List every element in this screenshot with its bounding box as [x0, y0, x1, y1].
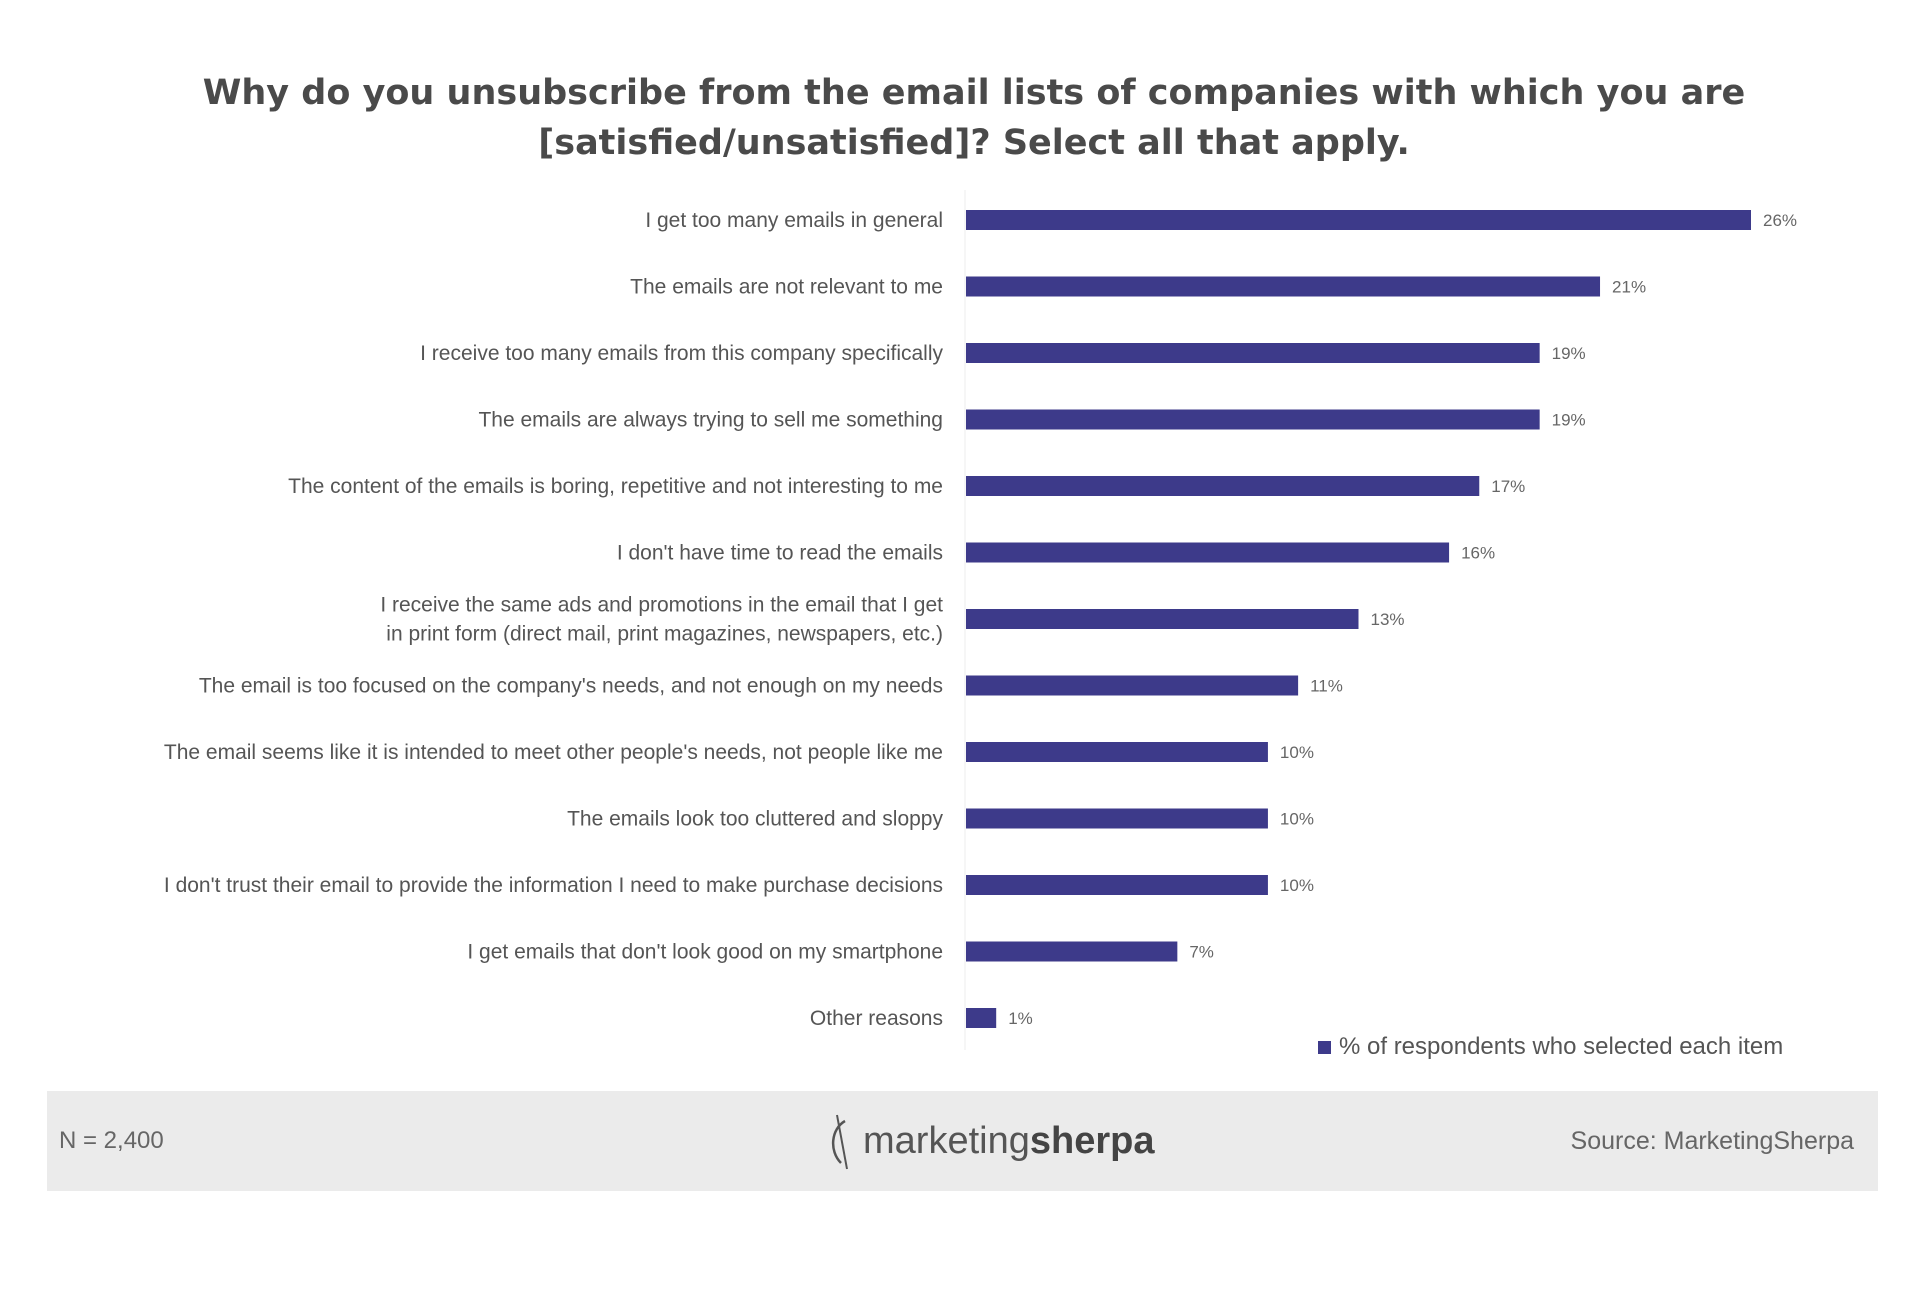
data-label: 17%	[1491, 477, 1525, 496]
category-label: I don't trust their email to provide the…	[164, 874, 943, 897]
chart-title-line-2: [satisfied/unsatisfied]? Select all that…	[538, 123, 1410, 163]
category-label: The email is too focused on the company'…	[199, 675, 943, 698]
category-label-line: I don't trust their email to provide the…	[164, 874, 943, 897]
data-label: 21%	[1612, 278, 1646, 297]
bar	[966, 476, 1480, 496]
category-label: The emails are always trying to sell me …	[478, 409, 943, 432]
category-label-line: The emails look too cluttered and sloppy	[567, 808, 943, 831]
data-label: 11%	[1310, 677, 1343, 696]
category-label-line: I get emails that don't look good on my …	[467, 941, 943, 964]
category-label-line: in print form (direct mail, print magazi…	[386, 623, 943, 646]
chart-title-line-1: Why do you unsubscribe from the email li…	[202, 73, 1746, 113]
data-label: 13%	[1371, 610, 1405, 629]
data-label: 1%	[1008, 1009, 1033, 1028]
bar	[966, 542, 1450, 563]
data-label: 7%	[1189, 943, 1214, 962]
category-label-line: The emails are not relevant to me	[630, 276, 943, 299]
bar	[966, 941, 1178, 962]
category-label: The content of the emails is boring, rep…	[288, 475, 943, 498]
legend-swatch	[1318, 1040, 1331, 1054]
data-label: 19%	[1552, 344, 1586, 363]
category-label: Other reasons	[810, 1007, 943, 1030]
source-note: Source: MarketingSherpa	[1570, 1127, 1854, 1155]
bar	[966, 343, 1540, 363]
data-label: 16%	[1461, 544, 1495, 563]
category-label-line: I don't have time to read the emails	[617, 542, 943, 565]
category-label-line: The content of the emails is boring, rep…	[288, 475, 943, 498]
chart-title: Why do you unsubscribe from the email li…	[0, 68, 1920, 168]
category-label: I get emails that don't look good on my …	[467, 941, 943, 964]
category-label: The emails are not relevant to me	[630, 276, 943, 299]
bar	[966, 742, 1268, 762]
category-label-line: The email is too focused on the company'…	[199, 675, 943, 698]
category-label: I receive too many emails from this comp…	[420, 342, 943, 365]
marketingsherpa-logo: marketing sherpa	[823, 1111, 1154, 1171]
data-label: 26%	[1763, 211, 1797, 230]
logo-mark-icon	[832, 1114, 848, 1170]
category-label: I get too many emails in general	[645, 209, 943, 232]
bar	[966, 808, 1268, 829]
category-label-line: I get too many emails in general	[645, 209, 943, 232]
bar	[966, 276, 1601, 297]
category-label-line: I receive too many emails from this comp…	[420, 342, 943, 365]
bar	[966, 409, 1540, 430]
legend-label: % of respondents who selected each item	[1339, 1033, 1784, 1060]
category-label-line: The emails are always trying to sell me …	[478, 409, 943, 432]
category-label: The email seems like it is intended to m…	[164, 741, 943, 764]
bar	[966, 609, 1359, 629]
legend: % of respondents who selected each item	[1318, 1033, 1783, 1061]
data-label: 19%	[1552, 411, 1586, 430]
footer: N = 2,400 marketing sherpa Source: Market…	[47, 1091, 1878, 1191]
logo-text-light: marketing	[863, 1119, 1030, 1162]
category-label-line: I receive the same ads and promotions in…	[380, 594, 943, 617]
data-label: 10%	[1280, 876, 1314, 895]
bar	[966, 1008, 997, 1028]
logo-text-bold: sherpa	[1029, 1119, 1155, 1162]
category-label-line: Other reasons	[810, 1007, 943, 1030]
data-label: 10%	[1280, 810, 1314, 829]
category-label-line: The email seems like it is intended to m…	[164, 741, 943, 764]
bar-chart: I get too many emails in general 26% The e…	[164, 190, 1797, 1050]
data-label: 10%	[1280, 743, 1314, 762]
category-label: I don't have time to read the emails	[617, 542, 943, 565]
bar	[966, 210, 1751, 230]
category-label: The emails look too cluttered and sloppy	[567, 808, 943, 831]
category-label: I receive the same ads and promotions in…	[380, 594, 943, 646]
bar	[966, 675, 1299, 696]
sample-size: N = 2,400	[59, 1127, 164, 1154]
bar	[966, 875, 1268, 895]
